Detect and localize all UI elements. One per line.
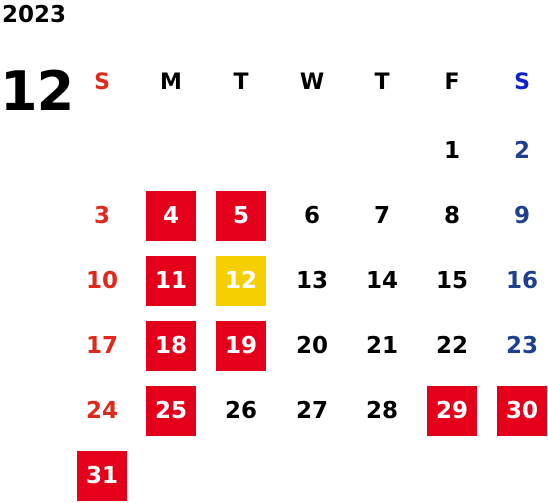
weekday-header: M <box>160 69 182 95</box>
day-cell[interactable]: 20 <box>295 333 328 359</box>
weekday-header: T <box>374 69 390 95</box>
day-cell-highlighted[interactable]: 18 <box>146 321 196 371</box>
day-cell[interactable]: 15 <box>435 268 468 294</box>
day-cell[interactable]: 17 <box>85 333 118 359</box>
day-cell[interactable]: 14 <box>365 268 398 294</box>
day-cell[interactable]: 8 <box>443 203 460 229</box>
weekday-header: S <box>514 69 530 95</box>
day-cell-today[interactable]: 12 <box>216 256 266 306</box>
day-cell-highlighted[interactable]: 11 <box>146 256 196 306</box>
weekday-header: W <box>299 69 325 95</box>
day-cell[interactable]: 26 <box>224 398 257 424</box>
day-cell[interactable]: 21 <box>365 333 398 359</box>
day-cell-highlighted[interactable]: 4 <box>146 191 196 241</box>
day-cell[interactable]: 28 <box>365 398 398 424</box>
weekday-header: F <box>444 69 460 95</box>
day-cell[interactable]: 9 <box>513 203 530 229</box>
day-cell[interactable]: 24 <box>85 398 118 424</box>
day-cell[interactable]: 7 <box>373 203 390 229</box>
day-cell[interactable]: 16 <box>505 268 538 294</box>
day-cell-highlighted[interactable]: 19 <box>216 321 266 371</box>
day-cell[interactable]: 3 <box>93 203 110 229</box>
day-cell-highlighted[interactable]: 5 <box>216 191 266 241</box>
day-cell-highlighted[interactable]: 25 <box>146 386 196 436</box>
day-cell[interactable]: 23 <box>505 333 538 359</box>
day-cell[interactable]: 13 <box>295 268 328 294</box>
day-cell[interactable]: 1 <box>443 138 460 164</box>
day-cell[interactable]: 27 <box>295 398 328 424</box>
weekday-header: S <box>94 69 110 95</box>
day-cell[interactable]: 22 <box>435 333 468 359</box>
month-label: 12 <box>0 60 74 123</box>
year-label: 2023 <box>2 2 67 28</box>
day-cell-highlighted[interactable]: 29 <box>427 386 477 436</box>
day-cell[interactable]: 10 <box>85 268 118 294</box>
day-cell-highlighted[interactable]: 31 <box>77 451 127 501</box>
weekday-header: T <box>233 69 249 95</box>
day-cell-highlighted[interactable]: 30 <box>497 386 547 436</box>
day-cell[interactable]: 2 <box>513 138 530 164</box>
day-cell[interactable]: 6 <box>303 203 320 229</box>
